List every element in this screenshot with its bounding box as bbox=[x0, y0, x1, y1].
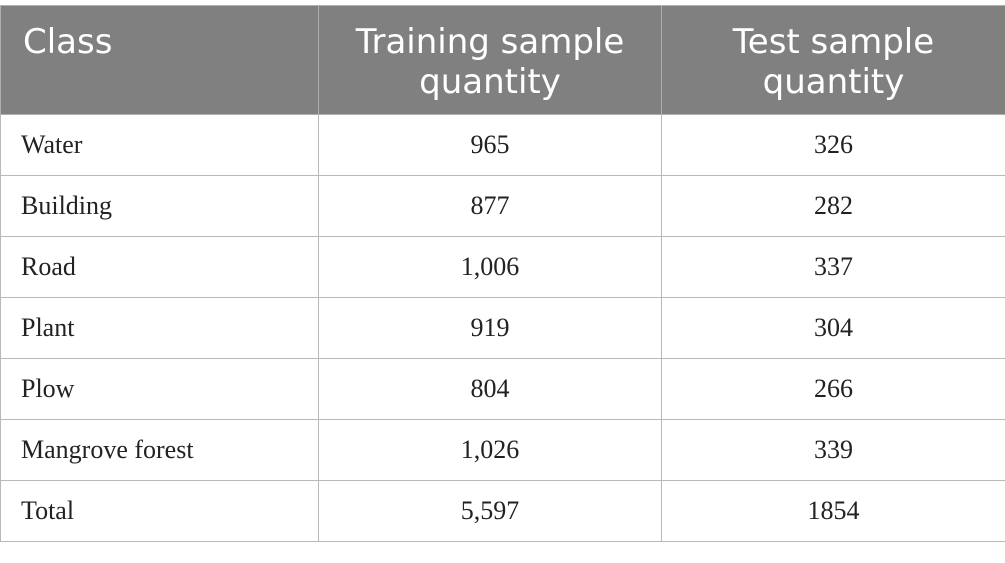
table-row: Water 965 326 bbox=[0, 114, 1005, 176]
table-header: Class Training sample quantity Test sample… bbox=[0, 5, 1005, 115]
class-cell: Building bbox=[0, 175, 319, 237]
table-row: Total 5,597 1854 bbox=[0, 480, 1005, 542]
quantity-cell: 337 bbox=[661, 236, 1005, 298]
class-cell: Road bbox=[0, 236, 319, 298]
quantity-cell: 1,006 bbox=[318, 236, 662, 298]
table-container: Class Training sample quantity Test sample… bbox=[0, 5, 1005, 542]
quantity-cell: 5,597 bbox=[318, 480, 662, 542]
quantity-cell: 1,026 bbox=[318, 419, 662, 481]
quantity-cell: 804 bbox=[318, 358, 662, 420]
quantity-cell: 326 bbox=[661, 114, 1005, 176]
class-cell: Total bbox=[0, 480, 319, 542]
quantity-cell: 1854 bbox=[661, 480, 1005, 542]
quantity-cell: 266 bbox=[661, 358, 1005, 420]
table-row: Building 877 282 bbox=[0, 175, 1005, 237]
table: Class Training sample quantity Test sample… bbox=[0, 5, 1005, 542]
quantity-cell: 304 bbox=[661, 297, 1005, 359]
quantity-cell: 919 bbox=[318, 297, 662, 359]
table-row: Mangrove forest 1,026 339 bbox=[0, 419, 1005, 481]
header-row: Class Training sample quantity Test sample… bbox=[0, 5, 1005, 115]
class-cell: Water bbox=[0, 114, 319, 176]
quantity-cell: 877 bbox=[318, 175, 662, 237]
header-cell: Training sample quantity bbox=[318, 5, 662, 115]
table-body: Water 965 326 Building 877 282 Road 1,006 337 Pla… bbox=[0, 114, 1005, 542]
quantity-cell: 965 bbox=[318, 114, 662, 176]
header-cell: Class bbox=[0, 5, 319, 115]
quantity-cell: 282 bbox=[661, 175, 1005, 237]
table-row: Plant 919 304 bbox=[0, 297, 1005, 359]
class-cell: Mangrove forest bbox=[0, 419, 319, 481]
table-row: Road 1,006 337 bbox=[0, 236, 1005, 298]
class-cell: Plant bbox=[0, 297, 319, 359]
class-cell: Plow bbox=[0, 358, 319, 420]
quantity-cell: 339 bbox=[661, 419, 1005, 481]
header-cell: Test sample quantity bbox=[661, 5, 1005, 115]
table-row: Plow 804 266 bbox=[0, 358, 1005, 420]
